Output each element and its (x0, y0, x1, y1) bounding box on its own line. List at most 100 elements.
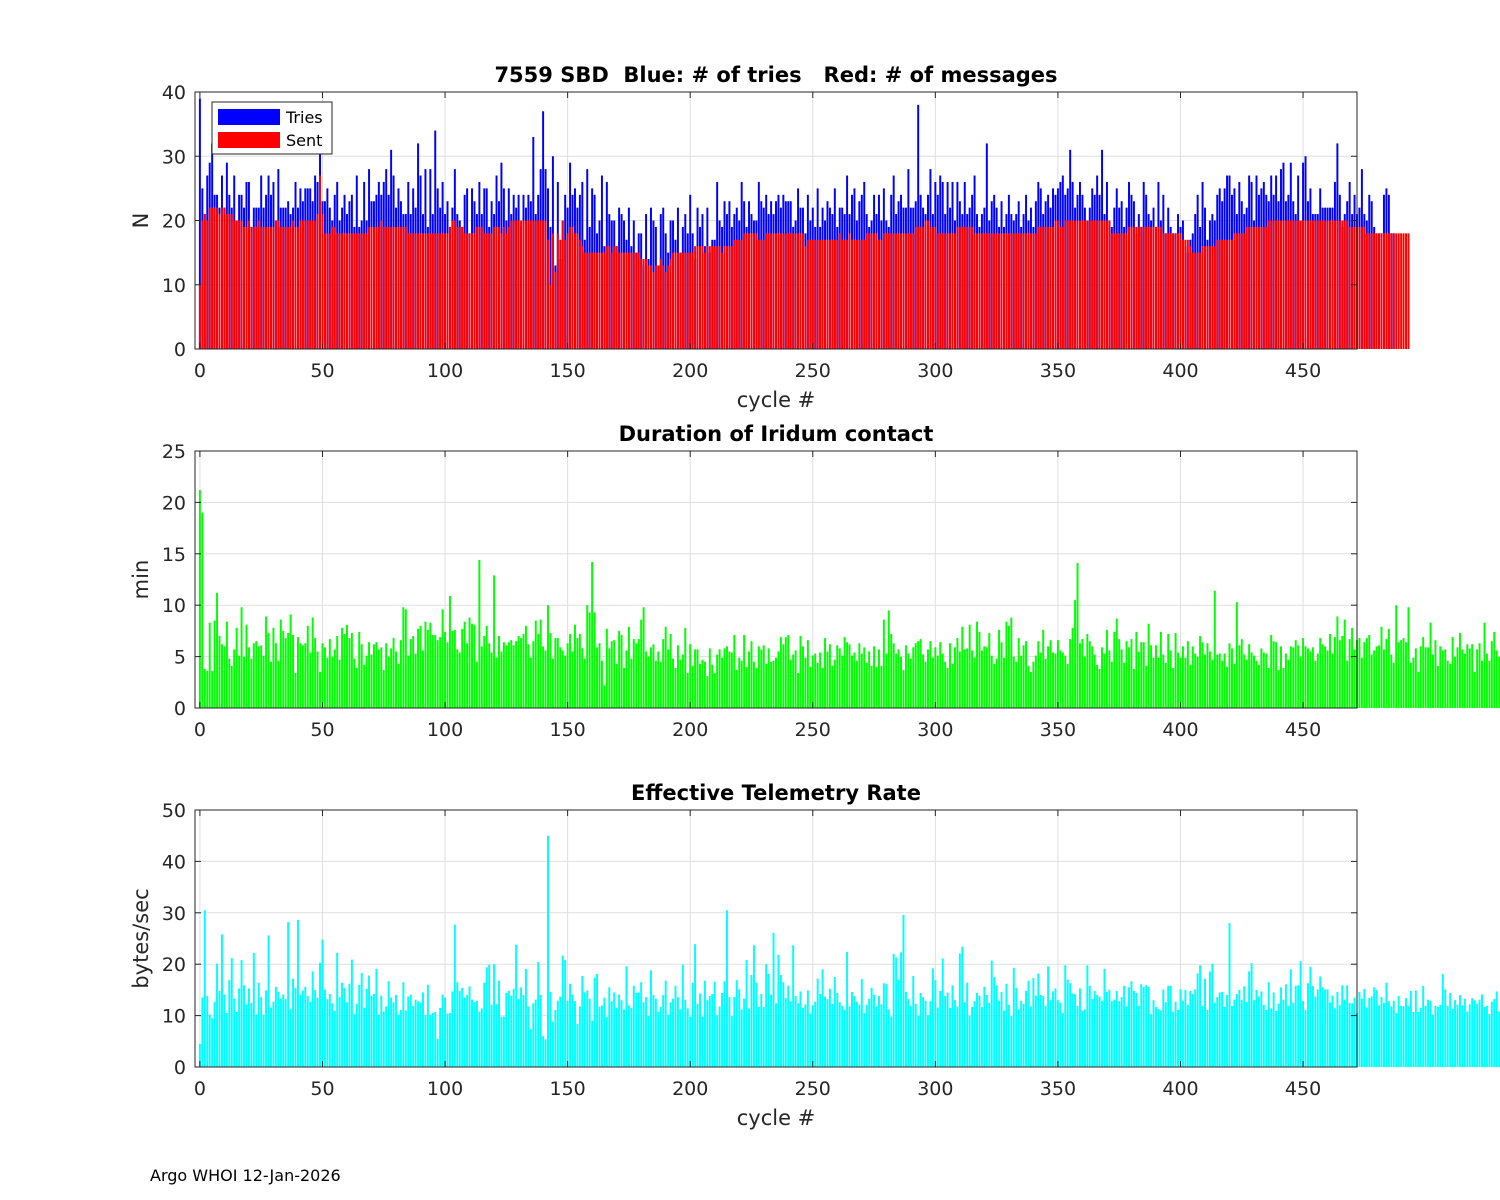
rate-bar-rate (331, 1003, 334, 1067)
sbd-bar-sent (510, 220, 513, 349)
duration-bar-duration (1294, 640, 1297, 708)
rate-bar-rate (684, 999, 687, 1067)
sbd-bar-sent (667, 265, 670, 349)
rate-bar-rate (1488, 1014, 1491, 1067)
sbd-bar-sent (1282, 220, 1285, 349)
duration-bar-duration (610, 641, 613, 708)
sbd-bar-sent (640, 259, 643, 349)
sbd-bar-sent (828, 239, 831, 349)
duration-bar-duration (522, 633, 525, 708)
duration-bar-duration (1316, 653, 1319, 708)
sbd-bar-sent (600, 252, 603, 350)
sbd-bar-sent (377, 226, 380, 349)
rate-bar-rate (512, 988, 515, 1067)
sbd-bar-sent (1257, 226, 1260, 349)
duration-bar-duration (809, 666, 812, 708)
duration-bar-duration (365, 655, 368, 708)
rate-bar-rate (544, 1039, 547, 1067)
rate-bar-rate (569, 983, 572, 1067)
rate-bar-rate (1478, 999, 1481, 1067)
duration-bar-duration (983, 646, 986, 708)
duration-bar-duration (473, 624, 476, 708)
sbd-bar-sent (213, 207, 216, 349)
duration-bar-duration (760, 649, 763, 708)
rate-bar-rate (635, 992, 638, 1067)
sbd-bar-sent (1287, 220, 1290, 349)
duration-x-tick-label: 100 (427, 719, 463, 741)
duration-bar-duration (1118, 639, 1121, 708)
duration-bar-duration (841, 655, 844, 708)
sbd-bar-sent (804, 246, 807, 349)
rate-bar-rate (468, 986, 471, 1067)
duration-bar-duration (716, 654, 719, 708)
rate-bar-rate (1363, 988, 1366, 1067)
sbd-bar-sent (1216, 239, 1219, 349)
rate-bar-rate (390, 997, 393, 1067)
rate-bar-rate (804, 1004, 807, 1067)
rate-bar-rate (895, 957, 898, 1067)
duration-bar-duration (931, 657, 934, 708)
duration-bar-duration (799, 636, 802, 708)
rate-bar-rate (1164, 1002, 1167, 1067)
rate-bar-rate (1400, 1005, 1403, 1067)
duration-bar-duration (858, 643, 861, 708)
rate-bar-rate (686, 1008, 689, 1067)
duration-bar-duration (819, 652, 822, 708)
duration-bar-duration (853, 652, 856, 708)
rate-bar-rate (652, 995, 655, 1067)
sbd-bar-sent (728, 246, 731, 349)
sbd-bar-sent (1324, 220, 1327, 349)
duration-bar-duration (279, 619, 282, 708)
duration-bar-duration (1201, 642, 1204, 708)
duration-bar-duration (1311, 647, 1314, 708)
duration-bar-duration (949, 643, 952, 708)
rate-bar-rate (422, 992, 424, 1067)
sbd-bar-sent (711, 246, 714, 349)
rate-bar-rate (539, 995, 542, 1067)
duration-bar-duration (1468, 648, 1471, 708)
duration-bar-duration (544, 650, 547, 708)
rate-bar-rate (1064, 965, 1067, 1067)
duration-bar-duration (571, 651, 574, 708)
rate-bar-rate (1302, 1001, 1305, 1067)
duration-bar-duration (1064, 655, 1067, 708)
duration-bar-duration (598, 643, 601, 708)
sbd-bar-sent (1341, 220, 1344, 349)
duration-bar-duration (1042, 629, 1045, 708)
duration-bar-duration (642, 607, 645, 708)
duration-bar-duration (1272, 641, 1275, 708)
sbd-bar-sent (338, 233, 341, 349)
legend-swatch-sent (218, 132, 280, 148)
rate-bar-rate (1137, 1005, 1140, 1067)
rate-bar-rate (782, 982, 785, 1067)
sbd-bar-sent (1059, 226, 1062, 349)
duration-bar-duration (1351, 627, 1354, 708)
rate-bar-rate (591, 1020, 594, 1067)
sbd-bar-sent (1378, 233, 1381, 349)
duration-bar-duration (419, 625, 422, 708)
sbd-bar-sent (1309, 220, 1312, 349)
sbd-bar-sent (701, 246, 704, 349)
rate-bar-rate (1397, 996, 1400, 1067)
sbd-bar-sent (801, 233, 804, 349)
duration-bar-duration (471, 623, 473, 708)
duration-bar-duration (1373, 650, 1376, 708)
sbd-bar-sent (1230, 239, 1233, 349)
sbd-bar-sent (304, 220, 307, 349)
rate-bar-rate (372, 994, 375, 1067)
sbd-bar-sent (404, 226, 407, 349)
sbd-x-tick-label: 50 (310, 360, 334, 382)
sbd-bar-sent (578, 239, 581, 349)
duration-bar-duration (574, 624, 576, 708)
sbd-bar-sent (860, 239, 863, 349)
rate-bar-rate (1240, 1000, 1243, 1067)
duration-bar-duration (811, 655, 814, 708)
rate-bar-rate (228, 980, 231, 1067)
duration-bar-duration (775, 657, 777, 708)
rate-bar-rate (1481, 994, 1483, 1067)
sbd-bar-sent (1348, 226, 1351, 349)
duration-bar-duration (640, 619, 643, 708)
rate-bar-rate (392, 1002, 395, 1067)
sbd-bar-sent (777, 233, 780, 349)
